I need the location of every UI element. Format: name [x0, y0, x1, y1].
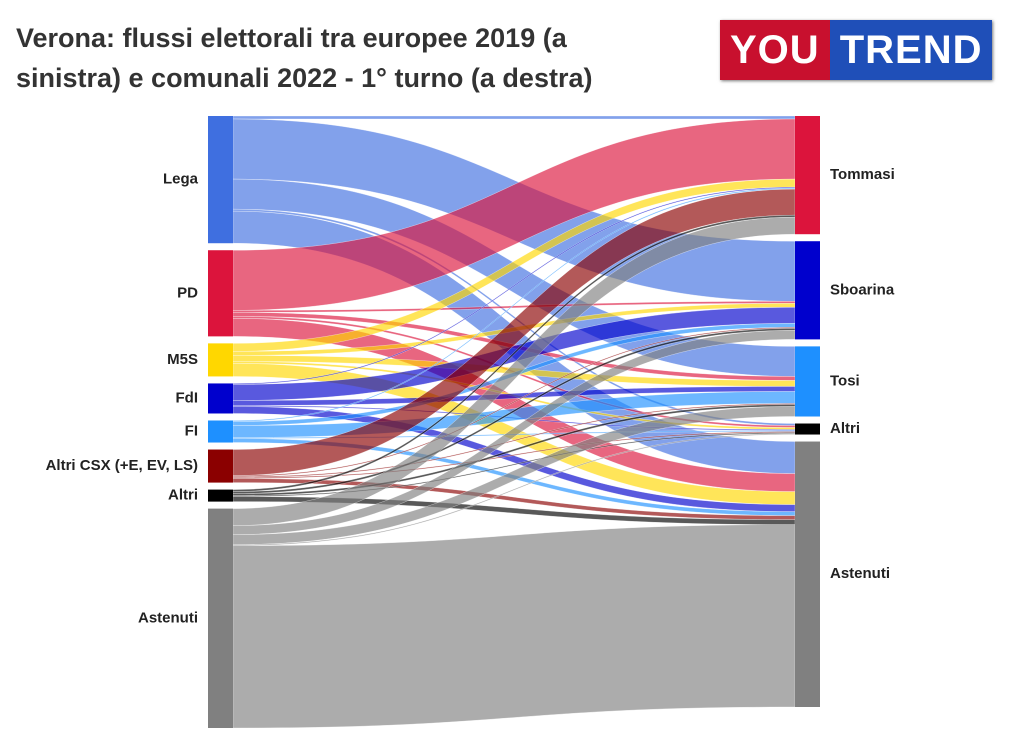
target-node	[795, 346, 820, 417]
source-label: Altri	[168, 487, 198, 504]
target-label: Altri	[830, 420, 860, 437]
source-label: Lega	[163, 171, 199, 188]
chart-title: Verona: flussi elettorali tra europee 20…	[16, 23, 593, 93]
source-node	[208, 508, 233, 728]
target-node	[795, 116, 820, 235]
source-label: FI	[185, 422, 198, 439]
logo-left: YOU	[720, 20, 830, 80]
source-node	[208, 250, 233, 337]
source-label: M5S	[167, 351, 198, 368]
source-node	[208, 449, 233, 483]
flow	[232, 406, 796, 545]
target-label: Tommasi	[830, 166, 895, 183]
target-label: Tosi	[830, 372, 860, 389]
source-label: PD	[177, 284, 198, 301]
target-node	[795, 241, 820, 340]
source-node	[208, 343, 233, 377]
flow	[232, 524, 796, 729]
source-label: Altri CSX (+E, EV, LS)	[46, 457, 198, 474]
flows	[232, 115, 796, 729]
logo: YOU TREND	[720, 20, 993, 80]
source-node	[208, 489, 233, 502]
flow	[232, 115, 796, 120]
target-label: Sboarina	[830, 281, 895, 298]
target-node	[795, 441, 820, 707]
source-label: Astenuti	[138, 609, 198, 626]
target-label: Astenuti	[830, 565, 890, 582]
source-node	[208, 116, 233, 244]
flow	[232, 217, 796, 526]
source-label: FdI	[176, 389, 199, 406]
source-node	[208, 383, 233, 414]
logo-right: TREND	[829, 20, 993, 80]
source-node	[208, 420, 233, 443]
target-node	[795, 423, 820, 435]
